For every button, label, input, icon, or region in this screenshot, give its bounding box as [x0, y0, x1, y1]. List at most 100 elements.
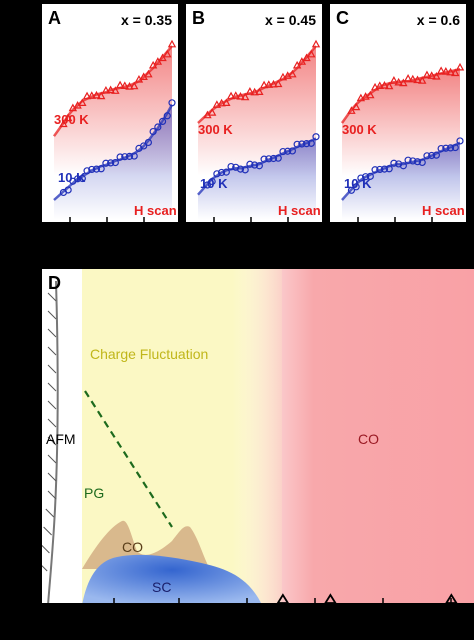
point-300k [101, 85, 111, 94]
point-10k [78, 174, 86, 183]
afm-boundary [47, 280, 59, 605]
point-10k [130, 152, 138, 160]
panel-c-plot: 300 K 10 K H scan [340, 62, 465, 222]
point-300k [347, 106, 356, 114]
afm-hatch-line [47, 418, 57, 428]
point-10k [366, 172, 374, 180]
point-300k [408, 74, 418, 83]
h-scan-label: H scan [422, 203, 465, 218]
point-300k [302, 53, 311, 62]
point-10k [404, 156, 412, 164]
point-10k [451, 143, 459, 152]
point-10k [222, 168, 230, 176]
point-300k [432, 71, 441, 80]
point-300k [153, 57, 163, 65]
panel-b: 300 K 10 K H scan B x = 0.45 [186, 4, 322, 222]
afm-hatch-line [47, 454, 57, 464]
point-10k [144, 138, 153, 147]
point-300k [92, 90, 101, 99]
afm-hatch-line [42, 565, 48, 572]
point-10k [241, 166, 249, 174]
point-10k [376, 165, 384, 174]
label-10k: 10 K [344, 176, 372, 191]
point-10k [121, 153, 129, 161]
label-300k: 300 K [342, 122, 377, 137]
afm-hatch-line [47, 490, 57, 500]
point-10k [437, 144, 445, 153]
point-300k [130, 81, 139, 90]
point-10k [302, 140, 311, 148]
point-10k [140, 142, 148, 150]
point-10k [217, 168, 226, 177]
point-300k [455, 62, 465, 71]
point-10k [279, 147, 287, 156]
point-300k [356, 93, 366, 102]
point-10k [288, 147, 297, 155]
afm-hatch-line [47, 472, 57, 482]
point-300k [274, 79, 283, 88]
point-10k [298, 140, 306, 148]
afm-hatch-line [47, 382, 57, 392]
point-10k [227, 162, 235, 171]
pg-label: PG [84, 485, 104, 501]
point-10k [307, 139, 315, 147]
point-300k [311, 39, 321, 48]
h-scan-label: H scan [134, 203, 177, 218]
point-10k [83, 167, 91, 175]
point-10k [149, 127, 157, 136]
afm-hatch-marks [42, 292, 57, 572]
point-300k [403, 74, 413, 82]
point-10k [116, 153, 124, 161]
panel-a-doping-label: x = 0.35 [121, 12, 172, 28]
afm-label: AFM [46, 431, 76, 447]
point-300k [245, 87, 255, 95]
point-300k [240, 92, 250, 101]
label-10k: 10 K [200, 176, 228, 191]
point-300k [217, 98, 226, 107]
point-300k [207, 108, 217, 116]
point-10k [246, 160, 254, 168]
point-300k [427, 71, 436, 79]
point-10k [111, 158, 119, 167]
point-10k [312, 133, 320, 141]
point-10k [64, 186, 72, 194]
point-300k [418, 76, 427, 84]
label-300k: 300 K [198, 122, 233, 137]
point-300k [106, 85, 115, 94]
point-10k [88, 165, 96, 174]
point-10k [442, 144, 450, 152]
afm-hatch-line [47, 436, 57, 446]
point-300k [446, 67, 455, 76]
point-300k [413, 75, 422, 84]
label-300k: 300 K [54, 112, 89, 127]
point-10k [163, 112, 171, 120]
label-10k: 10 K [58, 170, 86, 185]
point-300k [87, 91, 96, 99]
point-300k [422, 70, 432, 79]
panel-c-doping-label: x = 0.6 [416, 12, 460, 28]
afm-hatch-line [45, 508, 55, 518]
point-10k [73, 175, 82, 183]
point-300k [120, 81, 130, 89]
point-10k [390, 159, 398, 167]
point-300k [297, 57, 307, 65]
point-10k [208, 177, 216, 186]
charge-fluctuation-label: Charge Fluctuation [90, 346, 208, 362]
point-300k [158, 53, 167, 62]
point-300k [212, 100, 222, 108]
point-10k [361, 173, 370, 181]
co-dome [82, 520, 210, 569]
point-300k [163, 49, 172, 58]
point-300k [399, 78, 408, 87]
point-300k [366, 90, 375, 99]
point-10k [260, 155, 268, 163]
pg-line [84, 390, 173, 528]
point-10k [347, 186, 356, 194]
panel-d-letter: D [48, 273, 61, 293]
point-300k [269, 79, 278, 88]
afm-hatch-line [47, 400, 57, 410]
afm-hatch-line [42, 544, 50, 554]
point-300k [78, 98, 87, 106]
afm-hatch-line [47, 346, 57, 356]
point-10k [293, 140, 301, 148]
